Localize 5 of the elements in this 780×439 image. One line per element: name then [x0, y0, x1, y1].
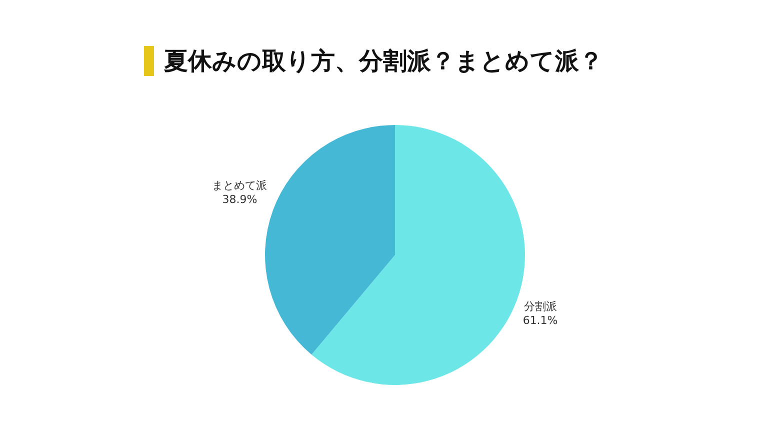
- data-label: 38.9%: [222, 192, 258, 206]
- data-label: 61.1%: [522, 314, 558, 327]
- chart-title: 夏休みの取り方、分割派？まとめて派？: [164, 46, 603, 77]
- slice-label: 分割派: [524, 300, 557, 313]
- slice-label: まとめて派: [212, 178, 268, 192]
